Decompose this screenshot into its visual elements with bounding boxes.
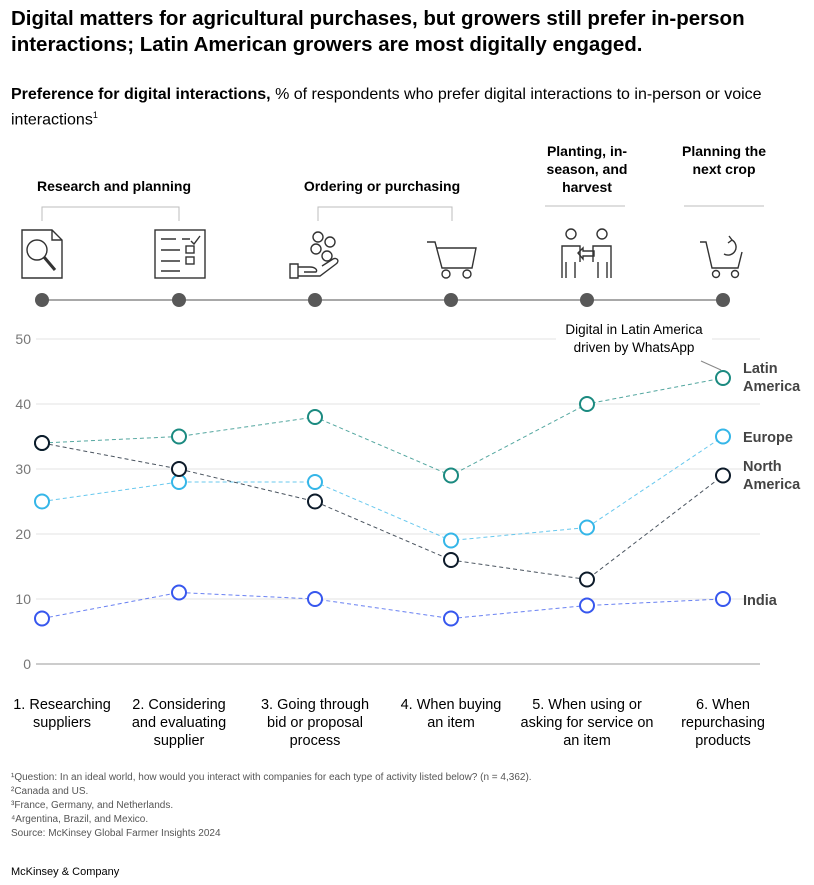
brand-logo: McKinsey & Company [11,866,120,878]
bracket-ordering [317,206,453,221]
gridlines [36,338,760,665]
point-india-4 [443,610,459,627]
point-india-5 [579,597,595,614]
point-north-america-1 [34,435,50,451]
footnote-2: ²Canada and US. [11,786,89,797]
point-north-america-2 [171,461,187,477]
bracket-research [41,206,180,221]
series-line-europe [41,436,724,542]
y-tick-label: 10 [15,591,31,607]
timeline-dot-5 [580,293,594,307]
point-india-1 [34,610,50,627]
series-layer [34,370,731,627]
chart-title: Digital matters for agricultural purchas… [11,7,745,56]
timeline-dot-6 [716,293,730,307]
annotation-leader [700,360,722,371]
y-tick-label: 30 [15,461,31,477]
timeline-dot-1 [35,293,49,307]
stage-label-research: Research and planning [36,178,192,194]
series-label-india: India [743,593,778,609]
checklist-icon [154,229,206,279]
stage-label-planning: Planning the next crop [682,143,766,177]
x-tick-label-6: 6. When repurchasing products [681,697,765,749]
point-north-america-5 [579,571,595,588]
hand-coins-icon [289,231,339,279]
timeline-dot-4 [444,293,458,307]
point-north-america-4 [443,552,459,568]
point-europe-2 [171,474,187,490]
annotation-box [556,319,712,361]
footnote-3: ³France, Germany, and Netherlands. [11,800,174,811]
people-exchange-icon [561,228,612,278]
series-label-north-america: North America [743,459,801,493]
shopping-cart-icon [427,241,477,279]
series-label-europe: Europe [743,430,793,446]
footnote-1: ¹Question: In an ideal world, how would … [11,772,532,783]
point-europe-4 [443,532,459,549]
document-search-icon [21,229,63,279]
cart-repeat-icon [700,235,743,279]
point-europe-3 [307,474,323,490]
stage-brackets [41,205,764,221]
y-tick-label: 0 [23,656,31,672]
x-tick-label-5: 5. When using or asking for service on a… [520,697,654,749]
x-tick-label-1: 1. Researching suppliers [13,697,111,731]
point-latin-america-2 [171,428,187,445]
annotation-line-2: driven by WhatsApp [574,340,695,355]
y-tick-label: 20 [15,526,31,542]
x-tick-label-3: 3. Going through bid or proposal process [260,697,370,749]
source-note: Source: McKinsey Global Farmer Insights … [11,828,221,839]
point-latin-america-3 [307,409,323,425]
timeline-dots [35,293,730,307]
point-india-2 [171,584,187,601]
annotation-line-1: Digital in Latin America [565,322,703,337]
series-line-india [41,591,724,620]
point-europe-6 [715,428,731,445]
series-line-north-america [41,442,724,581]
stage-label-planting: Planting, in-season, and harvest [546,143,628,195]
x-tick-label-4: 4. When buying an item [400,697,502,731]
stage-label-ordering: Ordering or purchasing [303,178,461,194]
subtitle-rest: % of respondents who prefer digital inte… [11,86,762,129]
point-latin-america-5 [579,396,595,412]
subtitle-footnote-mark: 1 [92,110,98,120]
series-label-latin-america: Latin America [743,361,801,395]
series-line-latin-america [41,377,724,477]
point-latin-america-4 [443,467,459,484]
timeline-dot-2 [172,293,186,307]
point-europe-1 [34,493,50,510]
point-north-america-6 [715,467,731,484]
point-latin-america-6 [715,370,731,386]
point-north-america-3 [307,493,323,510]
point-europe-5 [579,519,595,536]
y-tick-label: 50 [15,331,31,347]
subtitle-bold: Preference for digital interactions, [11,86,271,103]
point-india-6 [715,591,731,607]
footnotes: ¹Question: In an ideal world, how would … [11,771,532,841]
chart-subtitle: Preference for digital interactions, % o… [11,85,771,130]
footnote-4: ⁴Argentina, Brazil, and Mexico. [11,814,149,825]
x-tick-label-2: 2. Considering and evaluating supplier [131,697,227,749]
timeline-dot-3 [308,293,322,307]
y-tick-label: 40 [15,396,31,412]
y-axis-ticks: 0 10 20 30 40 50 [15,331,31,672]
series-labels: Latin America Europe North America India [743,361,801,609]
point-india-3 [307,591,323,607]
